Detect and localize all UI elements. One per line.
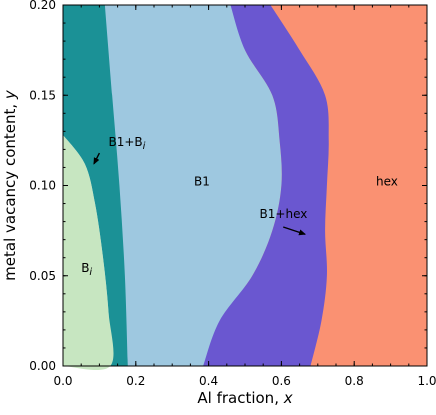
region-arrows xyxy=(93,152,307,236)
region-label-b1: B1 xyxy=(194,175,210,189)
region-b1-plus-bi xyxy=(63,5,128,366)
x-tick-label: 0.8 xyxy=(345,374,364,388)
x-tick-label: 0.4 xyxy=(199,374,218,388)
x-tick-label: 0.6 xyxy=(272,374,291,388)
region-labels: Bi B1+Bi B1 B1+hex hex xyxy=(81,135,398,278)
x-tick-label: 0.0 xyxy=(53,374,72,388)
x-axis-label: Al fraction, x xyxy=(197,389,292,407)
x-tick-label: 1.0 xyxy=(417,374,436,388)
region-b1-plus-hex xyxy=(203,5,329,366)
region-label-bi: Bi xyxy=(81,261,92,278)
y-tick-label: 0.10 xyxy=(29,179,56,193)
region-b1-right xyxy=(203,5,282,366)
region-bi xyxy=(63,134,114,371)
x-tick-label: 0.2 xyxy=(126,374,145,388)
y-axis-label: metal vacancy content, y xyxy=(1,89,19,281)
y-tick-label: 0.05 xyxy=(29,269,56,283)
phase-regions xyxy=(63,5,427,371)
arrow-b1-plus-hex xyxy=(283,226,307,236)
region-label-hex: hex xyxy=(376,175,398,189)
arrow-b1-plus-bi xyxy=(93,152,101,165)
region-label-b1-plus-bi: B1+Bi xyxy=(109,135,146,152)
y-tick-label: 0.20 xyxy=(29,0,56,12)
region-label-b1-plus-hex: B1+hex xyxy=(260,207,308,221)
y-tick-label: 0.00 xyxy=(29,359,56,373)
y-tick-label: 0.15 xyxy=(29,88,56,102)
axis-ticks: 0.0 0.2 0.4 0.6 0.8 1.0 0.00 0.05 0.10 0.15 0.20 xyxy=(29,0,436,388)
